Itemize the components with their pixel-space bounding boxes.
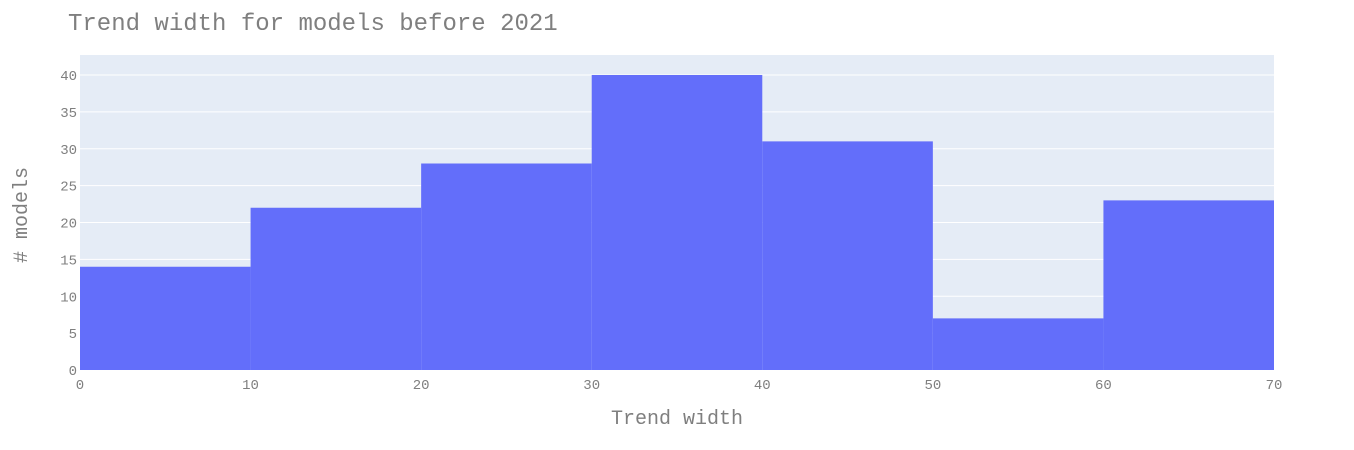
- y-tick-label-30: 30: [60, 143, 77, 159]
- bar-10-20[interactable]: [250, 207, 422, 370]
- y-axis-ticks: 0 5 10 15 20 25 30 35 40: [60, 69, 77, 380]
- y-axis-title: # models: [11, 167, 34, 263]
- x-tick-label-60: 60: [1095, 378, 1112, 394]
- y-tick-label-35: 35: [60, 106, 77, 122]
- y-tick-label-20: 20: [60, 217, 77, 233]
- y-tick-label-5: 5: [69, 327, 77, 343]
- x-axis-title: Trend width: [611, 408, 743, 431]
- x-tick-label-70: 70: [1266, 378, 1283, 394]
- bar-0-10[interactable]: [80, 266, 251, 370]
- bar-30-40[interactable]: [591, 75, 763, 370]
- x-axis-ticks: 0 10 20 30 40 50 60 70: [76, 378, 1283, 394]
- x-tick-label-0: 0: [76, 378, 84, 394]
- bar-20-30[interactable]: [421, 163, 592, 371]
- x-tick-label-10: 10: [242, 378, 259, 394]
- y-tick-label-10: 10: [60, 290, 77, 306]
- x-tick-label-20: 20: [413, 378, 430, 394]
- x-tick-label-50: 50: [924, 378, 941, 394]
- chart-title: Trend width for models before 2021: [68, 11, 558, 38]
- y-tick-label-15: 15: [60, 253, 77, 269]
- bar-50-60[interactable]: [932, 318, 1104, 370]
- bars: [80, 75, 1274, 370]
- bar-60-70[interactable]: [1103, 200, 1274, 370]
- y-tick-label-0: 0: [69, 364, 77, 380]
- y-tick-label-40: 40: [60, 69, 77, 85]
- bar-40-50[interactable]: [762, 141, 933, 370]
- x-tick-label-40: 40: [754, 378, 771, 394]
- y-tick-label-25: 25: [60, 180, 77, 196]
- x-tick-label-30: 30: [583, 378, 600, 394]
